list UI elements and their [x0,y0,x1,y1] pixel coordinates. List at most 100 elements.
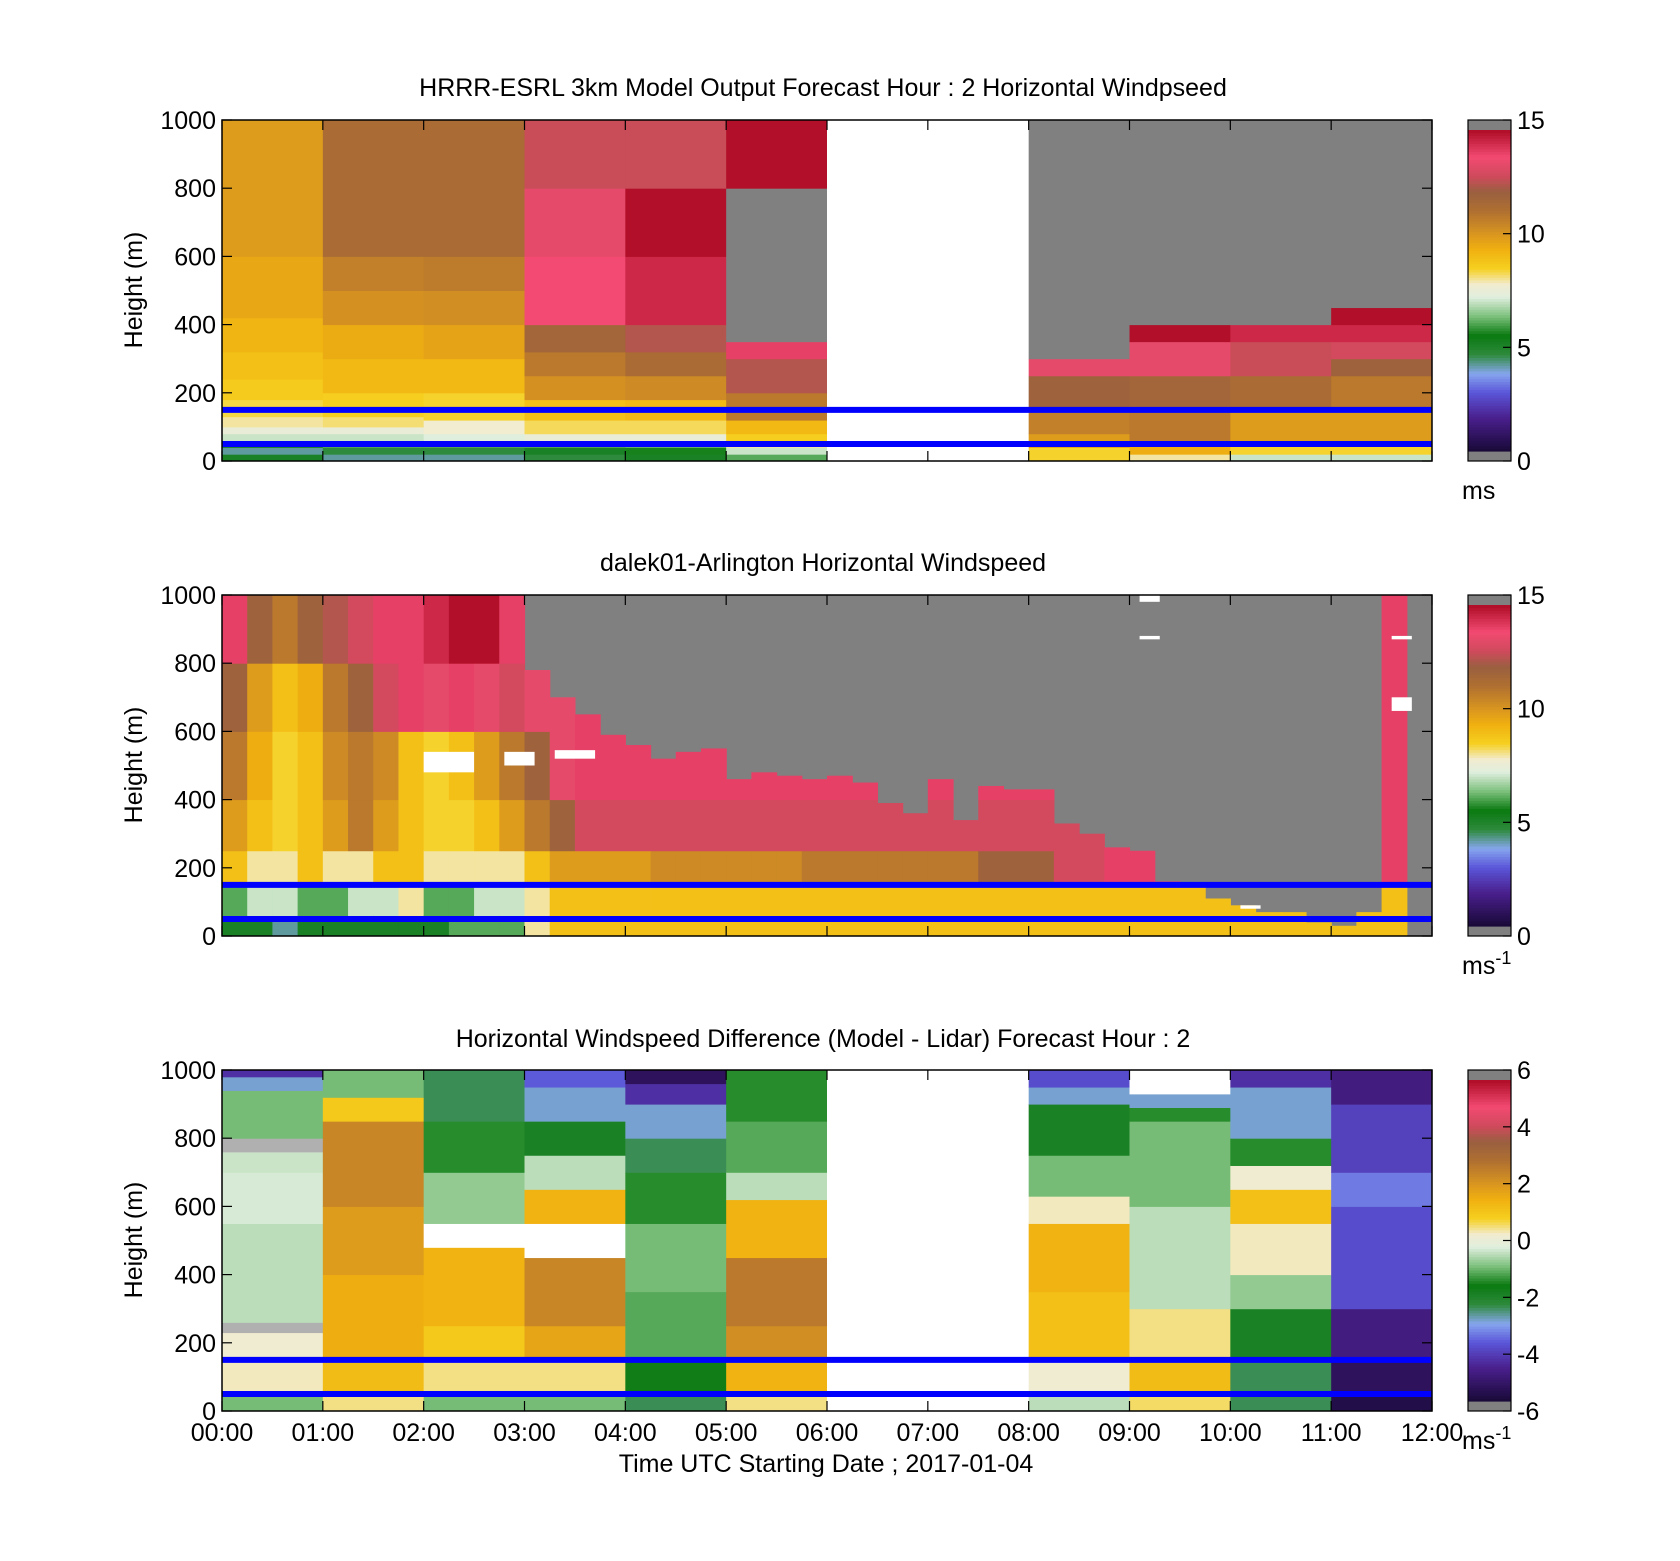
colorbar-swatch [1468,386,1511,391]
heatmap-cell [373,884,400,917]
colorbar-swatch [1468,218,1511,222]
colorbar-swatch [1468,883,1511,887]
colorbar-swatch [1468,1344,1511,1349]
panel-model-x-ticks [221,120,1433,461]
heatmap-cell [1003,850,1030,886]
heatmap-cell [297,799,324,852]
heatmap-cell [474,799,500,852]
colorbar-swatch [1468,1205,1511,1209]
heatmap-cell [524,1359,626,1395]
colorbar-swatch [1468,1366,1511,1370]
heatmap-cell [574,850,601,886]
heatmap-cell [448,884,475,917]
colorbar-swatch [1468,178,1511,182]
colorbar-swatch [1468,448,1511,452]
heatmap-cell [272,884,299,917]
heatmap-cell [1154,884,1181,917]
colorbar-swatch [1468,1144,1511,1148]
y-tick-label: 200 [174,855,216,883]
heatmap-cell [222,351,324,380]
heatmap-cell [1129,1107,1231,1122]
colorbar-swatch [1468,341,1511,345]
colorbar-swatch [1468,645,1511,649]
colorbar-swatch [1468,442,1511,447]
heatmap-cell [423,420,525,435]
colorbar-swatch [1468,237,1511,241]
heatmap-cell [1129,884,1156,917]
y-tick-label: 800 [174,175,216,203]
panel-lidar-colorbar: 0 5 10 15 ms-1 [1462,582,1545,980]
heatmap-cell [1028,120,1130,360]
heatmap-cell [322,850,349,886]
colorbar-swatch [1468,631,1511,636]
heatmap-cell [726,779,752,801]
heatmap-cell [625,351,727,377]
heatmap-cell [499,850,526,886]
colorbar-swatch [1468,1152,1511,1156]
colorbar-unit: ms-1 [1462,1423,1511,1455]
colorbar-swatch [1468,832,1511,836]
colorbar-swatch [1468,261,1511,265]
heatmap-cell [222,120,324,257]
colorbar-swatch [1468,400,1511,404]
colorbar-swatch [1468,1320,1511,1325]
heatmap-cell [1230,341,1332,377]
heatmap-cell [902,884,929,917]
heatmap-cell [423,358,525,394]
heatmap-cell [524,324,626,353]
heatmap-cell [448,663,475,732]
colorbar-swatch [1468,1259,1511,1263]
heatmap-cell [398,595,425,664]
heatmap-cell [1230,454,1332,462]
colorbar-swatch [1468,671,1511,676]
colorbar-swatch [1468,381,1511,385]
colorbar-swatch [1468,1235,1511,1239]
heatmap-cell [726,884,752,917]
colorbar-swatch [1468,226,1511,230]
colorbar-swatch [1468,303,1511,308]
colorbar-swatch [1468,669,1511,673]
colorbar-swatch [1468,891,1511,895]
colorbar-swatch [1468,445,1511,449]
heatmap-cell [1230,1393,1332,1412]
y-tick-label: 400 [174,1262,216,1290]
colorbar-swatch [1468,717,1511,721]
colorbar-swatch [1468,1221,1511,1226]
colorbar-swatch [1468,1109,1511,1113]
colorbar-swatch [1468,1253,1511,1258]
heatmap-cell [322,1206,425,1276]
colorbar-swatch [1468,349,1511,353]
colorbar-swatch [1468,1342,1511,1346]
colorbar-swatch [1468,146,1511,150]
heatmap-cell [524,1393,626,1412]
colorbar-swatch [1468,327,1511,332]
heatmap-cell [978,799,1005,852]
heatmap-cell [650,850,677,886]
colorbar-swatch [1468,1195,1511,1199]
heatmap-cell [1028,1359,1130,1395]
panel-difference-reference-lines [222,1356,1432,1397]
colorbar-swatch [1468,228,1511,233]
colorbar-swatch [1468,840,1511,844]
colorbar-swatch [1468,156,1511,161]
heatmap-cell [625,433,727,442]
heatmap-cell [726,358,828,394]
colorbar-swatch [1468,845,1511,850]
heatmap-cell [827,884,853,917]
x-tick-label: 09:00 [1098,1419,1161,1447]
colorbar-swatch [1468,869,1511,874]
colorbar-swatch [1468,1136,1511,1140]
heatmap-cell [1230,409,1332,445]
colorbar-swatch [1468,1379,1511,1383]
colorbar-swatch [1468,410,1511,415]
heatmap-cell [373,799,400,852]
heatmap-cell [423,1121,525,1173]
heatmap-cell [1381,884,1408,917]
colorbar-swatch [1468,378,1511,383]
colorbar-tick-label: 0 [1517,1228,1531,1256]
colorbar-swatch [1468,239,1511,243]
colorbar-swatch [1468,923,1511,927]
colorbar-swatch [1468,1240,1511,1244]
colorbar-swatch [1468,1082,1511,1086]
heatmap-cell [1028,1223,1130,1293]
